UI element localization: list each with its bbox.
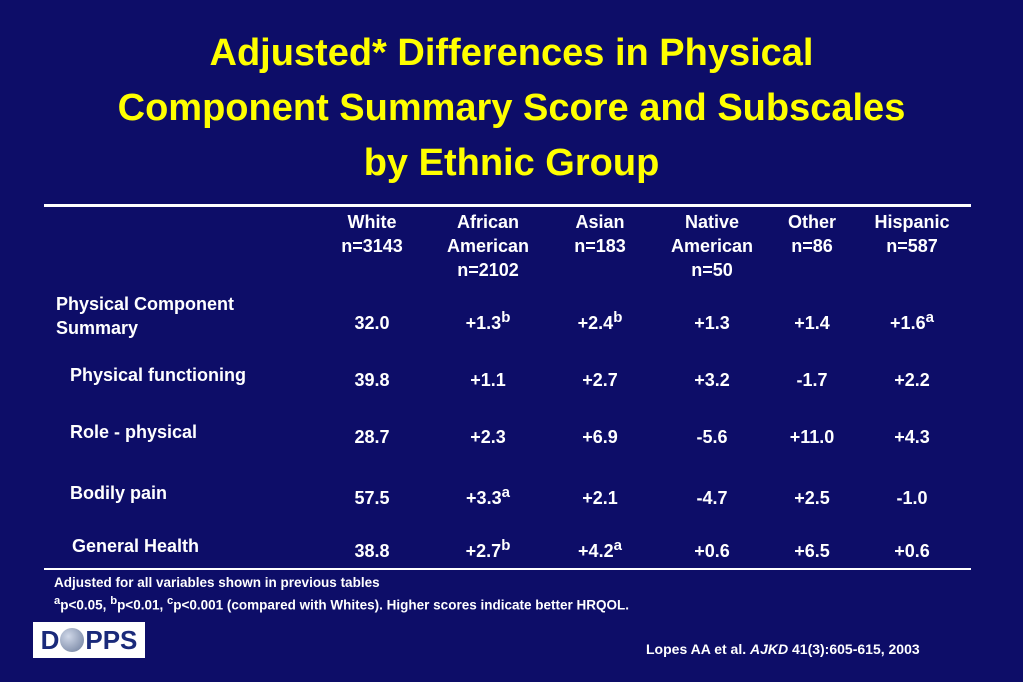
row-label-bodily-pain: Bodily pain [70, 483, 168, 503]
title-line-1: Adjusted* Differences in Physical [209, 32, 814, 74]
table-cell: +1.6a [890, 309, 934, 333]
globe-icon [60, 628, 85, 652]
table-cell: 57.5 [354, 488, 390, 508]
table-cell: +6.9 [582, 427, 618, 447]
citation: Lopes AA et al. AJKD 41(3):605-615, 2003 [646, 641, 920, 657]
table-cell: -4.7 [696, 488, 728, 508]
column-header-other: Other n=86 [787, 212, 836, 256]
title-line-3: by Ethnic Group [363, 142, 660, 184]
column-header-white: White n=3143 [341, 212, 403, 256]
table-cell: 28.7 [354, 427, 390, 447]
table-cell: +1.3b [465, 309, 511, 333]
table-top-rule [44, 204, 971, 207]
row-label-general-health: General Health [72, 536, 200, 556]
table-cell: +2.2 [894, 370, 930, 390]
row-label-physical-component-summary: Physical Component Summary [56, 294, 235, 338]
table-bottom-rule [44, 568, 971, 570]
table-cell: +4.3 [894, 427, 930, 447]
table-cell: 39.8 [354, 370, 390, 390]
table-cell: +0.6 [694, 541, 730, 561]
table-cell: +0.6 [894, 541, 930, 561]
column-header-hispanic: Hispanic n=587 [874, 212, 950, 256]
slide-title: Adjusted* Differences in Physical Compon… [0, 26, 1023, 191]
table-cell: -5.6 [696, 427, 728, 447]
table-cell: +11.0 [789, 427, 835, 447]
table-cell: +2.7b [465, 537, 511, 561]
table-cell: +1.4 [794, 313, 830, 333]
row-label-role-physical: Role - physical [70, 422, 198, 442]
title-line-2: Component Summary Score and Subscales [117, 87, 906, 129]
table-cell: +2.5 [794, 488, 830, 508]
column-header-native-american: Native American n=50 [670, 212, 754, 280]
table-cell: +4.2a [578, 537, 622, 561]
table-cell: +2.3 [470, 427, 506, 447]
column-header-african-american: African American n=2102 [446, 212, 530, 280]
table-cell: +2.7 [582, 370, 618, 390]
table-cell: -1.0 [896, 488, 928, 508]
table-cell: 32.0 [354, 313, 390, 333]
column-header-asian: Asian n=183 [574, 212, 626, 256]
footnote-significance: ap<0.05, bp<0.01, cp<0.001 (compared wit… [54, 595, 629, 613]
row-label-physical-functioning: Physical functioning [70, 365, 247, 385]
table-cell: +3.2 [694, 370, 730, 390]
table-cell: +1.1 [470, 370, 506, 390]
table-cell: +6.5 [794, 541, 830, 561]
table-cell: 38.8 [354, 541, 390, 561]
footnote-adjusted: Adjusted for all variables shown in prev… [54, 575, 380, 590]
table-cell: +1.3 [694, 313, 730, 333]
table-cell: +2.4b [577, 309, 623, 333]
table-cell: +2.1 [582, 488, 618, 508]
table-cell: -1.7 [796, 370, 828, 390]
dopps-logo: D PPS [33, 622, 145, 658]
table-cell: +3.3a [466, 484, 510, 508]
